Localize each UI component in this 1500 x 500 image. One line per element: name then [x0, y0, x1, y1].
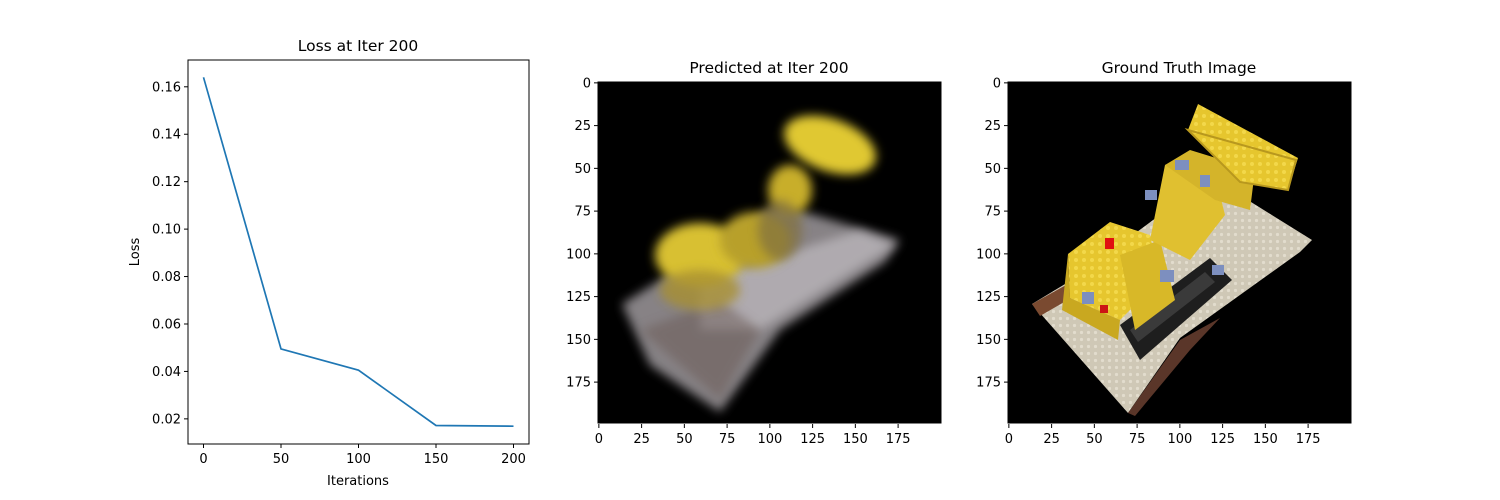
predicted-y-tick-label: 0 [583, 76, 591, 91]
ground-truth-x-tick-label: 125 [1210, 432, 1235, 447]
loss-chart-frame [187, 59, 530, 445]
ground-truth-x-tick-label: 100 [1167, 432, 1192, 447]
ground-truth-y-tick-label: 75 [984, 205, 1001, 220]
loss-x-tick-label: 150 [424, 452, 449, 467]
predicted-y-tick-label: 75 [574, 205, 591, 220]
ground-truth-y-tick-label: 100 [976, 247, 1001, 262]
predicted-x-tick-label: 150 [843, 432, 868, 447]
loss-y-tick-label: 0.10 [152, 223, 181, 238]
predicted-y-ticks: 0 25 50 75 100 125 150 175 [566, 76, 598, 391]
loss-chart: Loss at Iter 200 0 50 100 150 200 0.020.040.… [128, 37, 530, 489]
loss-y-ticks: 0.02 0.04 0.06 0.08 0.10 0.12 0.14 0.16 [152, 80, 188, 427]
loss-y-tick-label: 0.02 [152, 412, 181, 427]
loss-x-ticks: 0 50 100 150 200 [199, 444, 526, 467]
loss-x-axis-label: Iterations [327, 474, 389, 489]
predicted-image [598, 82, 941, 423]
loss-y-tick-label: 0.08 [152, 270, 181, 285]
predicted-x-tick-label: 25 [633, 432, 650, 447]
predicted-x-tick-label: 175 [886, 432, 911, 447]
ground-truth-image-title: Ground Truth Image [1102, 59, 1257, 77]
predicted-image-frame [597, 81, 942, 424]
predicted-y-tick-label: 175 [566, 376, 591, 391]
ground-truth-image-panel: Ground Truth Image [976, 59, 1352, 447]
ground-truth-x-tick-label: 150 [1253, 432, 1278, 447]
ground-truth-y-tick-label: 150 [976, 333, 1001, 348]
predicted-image-panel: Predicted at Iter 200 0 25 50 75 100 125 150 17… [566, 59, 942, 447]
ground-truth-x-tick-label: 0 [1005, 432, 1013, 447]
predicted-x-tick-label: 75 [719, 432, 736, 447]
predicted-y-tick-label: 25 [574, 119, 591, 134]
predicted-y-tick-label: 50 [574, 162, 591, 177]
ground-truth-y-tick-label: 0 [993, 76, 1001, 91]
loss-x-tick-label: 50 [273, 452, 290, 467]
loss-y-tick-label: 0.16 [152, 80, 181, 95]
ground-truth-x-tick-label: 175 [1296, 432, 1321, 447]
ground-truth-y-tick-label: 125 [976, 290, 1001, 305]
ground-truth-x-tick-label: 50 [1086, 432, 1103, 447]
ground-truth-x-ticks: 0 25 50 75 100 125 150 175 [1005, 424, 1321, 447]
predicted-y-tick-label: 150 [566, 333, 591, 348]
ground-truth-y-ticks: 0 25 50 75 100 125 150 175 [976, 76, 1008, 391]
ground-truth-x-tick-label: 75 [1129, 432, 1146, 447]
ground-truth-y-tick-label: 25 [984, 119, 1001, 134]
predicted-x-tick-label: 100 [757, 432, 782, 447]
predicted-image-title: Predicted at Iter 200 [689, 59, 848, 77]
loss-chart-title: Loss at Iter 200 [298, 37, 419, 55]
loss-x-tick-label: 100 [346, 452, 371, 467]
loss-y-tick-label: 0.14 [152, 128, 181, 143]
loss-x-tick-label: 200 [501, 452, 526, 467]
loss-y-axis-label: Loss [128, 238, 143, 267]
loss-y-tick-label: 0.06 [152, 317, 181, 332]
ground-truth-image [1008, 82, 1351, 423]
loss-y-tick-label: 0.12 [152, 175, 181, 190]
ground-truth-image-frame [1007, 81, 1352, 424]
predicted-x-tick-label: 50 [676, 432, 693, 447]
ground-truth-x-tick-label: 25 [1043, 432, 1060, 447]
ground-truth-y-tick-label: 50 [984, 162, 1001, 177]
predicted-x-ticks: 0 25 50 75 100 125 150 175 [595, 424, 911, 447]
predicted-y-tick-label: 100 [566, 247, 591, 262]
predicted-y-tick-label: 125 [566, 290, 591, 305]
loss-series-line [202, 77, 514, 428]
predicted-x-tick-label: 0 [595, 432, 603, 447]
ground-truth-y-tick-label: 175 [976, 376, 1001, 391]
predicted-x-tick-label: 125 [800, 432, 825, 447]
loss-x-tick-label: 0 [199, 452, 207, 467]
loss-y-tick-label: 0.04 [152, 365, 181, 380]
